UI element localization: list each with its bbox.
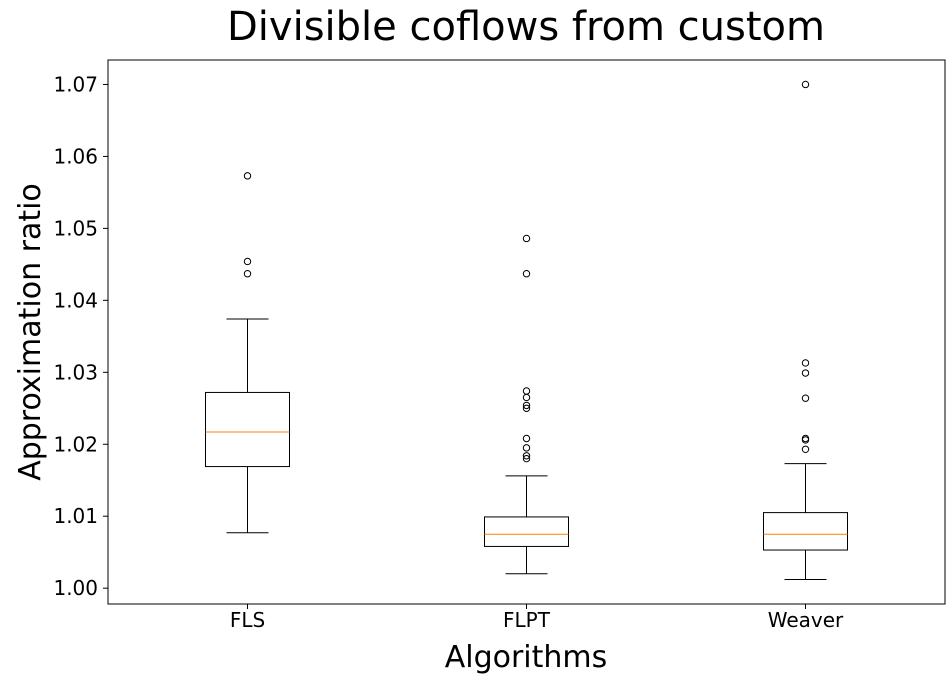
y-tick-label: 1.00	[53, 576, 98, 600]
outlier-weaver	[801, 369, 810, 377]
box-weaver	[763, 512, 848, 551]
outlier-weaver	[801, 436, 810, 444]
chart-title: Divisible coflows from custom	[227, 4, 825, 50]
x-tick-label-weaver: Weaver	[768, 608, 844, 632]
outlier-flpt	[522, 393, 531, 402]
outlier-fls	[243, 257, 252, 266]
x-axis-label: Algorithms	[445, 640, 608, 675]
outlier-flpt	[522, 404, 531, 412]
outlier-weaver	[801, 80, 810, 89]
y-tick-label: 1.05	[53, 216, 98, 240]
x-tick-label-flpt: FLPT	[503, 608, 551, 632]
outlier-flpt	[522, 270, 531, 278]
plot-area: 1.00 1.01 1.02 1.03 1.04 1.05 1.06 1.07 FLS FLPT W…	[53, 59, 946, 632]
outlier-flpt	[522, 434, 531, 443]
y-tick-label: 1.04	[53, 288, 98, 312]
outlier-fls	[243, 270, 252, 278]
outlier-fls	[243, 172, 252, 180]
x-tick-label-fls: FLS	[230, 608, 265, 632]
y-tick-label: 1.01	[53, 504, 98, 528]
outlier-flpt	[522, 444, 531, 452]
plot-frame	[107, 59, 946, 605]
outlier-weaver	[801, 359, 810, 367]
outlier-flpt	[522, 452, 531, 460]
y-axis-label: Approximation ratio	[13, 183, 48, 481]
box-fls	[205, 391, 290, 468]
y-tick-label: 1.06	[53, 144, 98, 168]
outlier-weaver	[801, 445, 810, 453]
box-flpt	[484, 516, 569, 547]
y-tick-label: 1.03	[53, 360, 98, 384]
outlier-flpt	[522, 454, 531, 463]
y-tick-label: 1.07	[53, 72, 98, 96]
outlier-flpt	[522, 387, 531, 395]
outlier-weaver	[801, 394, 810, 402]
outlier-flpt	[522, 234, 531, 243]
outlier-flpt	[522, 401, 531, 410]
y-tick-label: 1.02	[53, 432, 98, 456]
